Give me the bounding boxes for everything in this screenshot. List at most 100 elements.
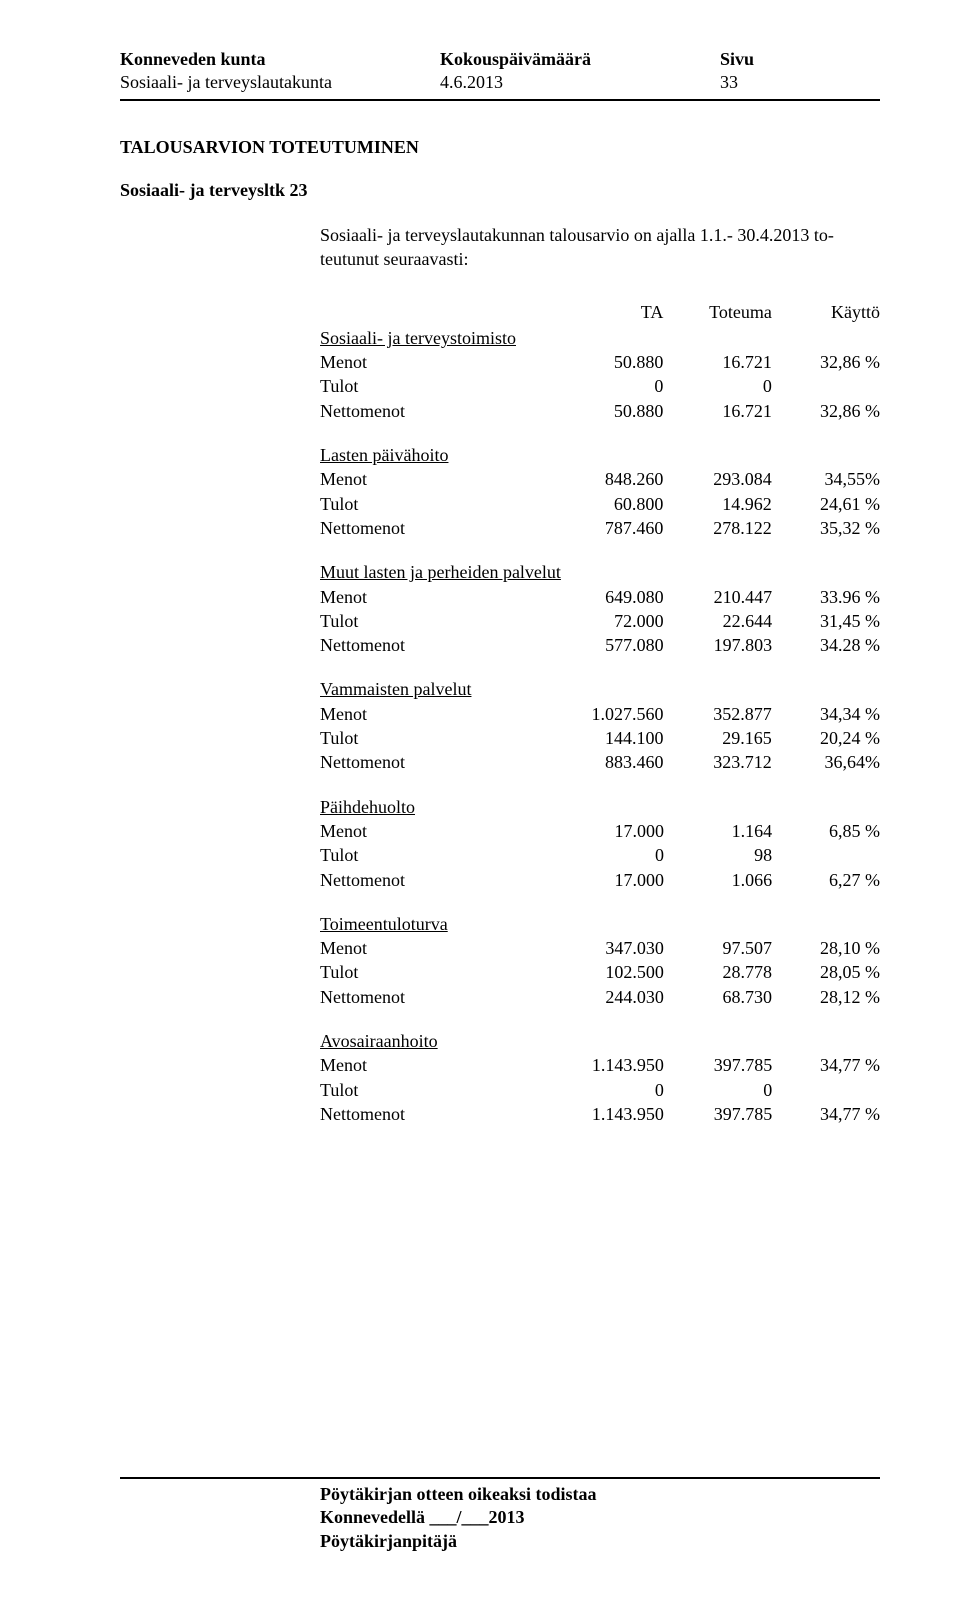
cell: 397.785: [664, 1053, 772, 1077]
cell: 34,34 %: [772, 702, 880, 726]
header-date-label: Kokouspäivämäärä: [440, 48, 720, 71]
cell: 16.721: [663, 350, 772, 374]
cell: 102.500: [546, 960, 664, 984]
header-rule: [120, 99, 880, 101]
cell: 278.122: [663, 516, 771, 540]
cell: 72.000: [546, 609, 664, 633]
row-label: Nettomenot: [320, 985, 546, 1009]
row-label: Nettomenot: [320, 1102, 545, 1126]
cell: 0: [663, 374, 772, 398]
row-label: Menot: [320, 350, 546, 374]
cell: 323.712: [664, 750, 772, 774]
header-board: Sosiaali- ja terveyslautakunta: [120, 71, 440, 94]
row-label: Tulot: [320, 1078, 545, 1102]
table-row: Tulot 0 0: [320, 1078, 880, 1102]
row-label: Menot: [320, 585, 546, 609]
footer-line-1: Pöytäkirjan otteen oikeaksi todistaa: [320, 1483, 880, 1506]
row-label: Nettomenot: [320, 750, 545, 774]
row-label: Tulot: [320, 843, 546, 867]
cell: 0: [546, 843, 664, 867]
col-header-kaytto: Käyttö: [772, 300, 880, 326]
page-footer: Pöytäkirjan otteen oikeaksi todistaa Kon…: [120, 1477, 880, 1553]
doc-subhead: Sosiaali- ja terveysltk 23: [120, 180, 880, 201]
cell: 0: [664, 1078, 772, 1102]
header-page-no: 33: [720, 71, 880, 94]
cell: 28,05 %: [772, 960, 880, 984]
cell: 6,85 %: [772, 819, 880, 843]
cell: 29.165: [664, 726, 772, 750]
cell: 397.785: [664, 1102, 772, 1126]
table-row: Menot 1.143.950 397.785 34,77 %: [320, 1053, 880, 1077]
section-title: Sosiaali- ja terveystoimisto: [320, 326, 880, 350]
row-label: Menot: [320, 936, 546, 960]
section-title: Lasten päivähoito: [320, 443, 880, 467]
row-label: Nettomenot: [320, 399, 546, 423]
section-lasten-paivahoito: Lasten päivähoito Menot 848.260 293.084 …: [320, 443, 880, 540]
table-row: Nettomenot 577.080 197.803 34.28 %: [320, 633, 880, 657]
cell: 50.880: [546, 399, 664, 423]
footer-line-3: Pöytäkirjanpitäjä: [320, 1530, 880, 1553]
cell: 35,32 %: [772, 516, 880, 540]
cell: 883.460: [545, 750, 663, 774]
row-label: Menot: [320, 702, 545, 726]
cell: 97.507: [664, 936, 772, 960]
cell: 0: [545, 1078, 663, 1102]
table-row: Menot 17.000 1.164 6,85 %: [320, 819, 880, 843]
cell: 6,27 %: [772, 868, 880, 892]
cell: 28.778: [664, 960, 772, 984]
cell: 28,12 %: [772, 985, 880, 1009]
table-row: Tulot 0 98: [320, 843, 880, 867]
cell: [772, 843, 880, 867]
cell: 24,61 %: [772, 492, 880, 516]
table-row: Tulot 0 0: [320, 374, 880, 398]
page-header: Konneveden kunta Kokouspäivämäärä Sivu S…: [120, 48, 880, 93]
cell: 60.800: [545, 492, 663, 516]
cell: 1.143.950: [545, 1053, 663, 1077]
table-row: Nettomenot 787.460 278.122 35,32 %: [320, 516, 880, 540]
cell: 33.96 %: [772, 585, 880, 609]
cell: [772, 374, 880, 398]
section-title: Muut lasten ja perheiden palvelut: [320, 560, 880, 584]
header-page-label: Sivu: [720, 48, 880, 71]
intro-text: Sosiaali- ja terveyslautakunnan talousar…: [320, 223, 880, 272]
cell: 16.721: [663, 399, 772, 423]
doc-title: TALOUSARVION TOTEUTUMINEN: [120, 137, 880, 158]
row-label: Tulot: [320, 374, 546, 398]
cell: 210.447: [664, 585, 772, 609]
row-label: Nettomenot: [320, 633, 546, 657]
section-sosiaali-terveystoimisto: TA Toteuma Käyttö Sosiaali- ja terveysto…: [320, 300, 880, 423]
section-paihdehuolto: Päihdehuolto Menot 17.000 1.164 6,85 % T…: [320, 795, 880, 892]
intro-line-1: Sosiaali- ja terveyslautakunnan talousar…: [320, 225, 834, 245]
table-row: Menot 848.260 293.084 34,55%: [320, 467, 880, 491]
section-title: Vammaisten palvelut: [320, 677, 880, 701]
cell: 197.803: [664, 633, 772, 657]
footer-line-2: Konnevedellä ___/___2013: [320, 1506, 880, 1529]
cell: 244.030: [546, 985, 664, 1009]
cell: 1.027.560: [545, 702, 663, 726]
header-org: Konneveden kunta: [120, 48, 440, 71]
cell: 14.962: [663, 492, 771, 516]
intro-line-2: teutunut seuraavasti:: [320, 249, 468, 269]
section-toimeentuloturva: Toimeentuloturva Menot 347.030 97.507 28…: [320, 912, 880, 1009]
cell: 577.080: [546, 633, 664, 657]
cell: 352.877: [664, 702, 772, 726]
cell: [772, 1078, 880, 1102]
table-row: Nettomenot 50.880 16.721 32,86 %: [320, 399, 880, 423]
cell: 787.460: [545, 516, 663, 540]
row-label: Menot: [320, 819, 546, 843]
table-row: Menot 50.880 16.721 32,86 %: [320, 350, 880, 374]
table-row: Tulot 60.800 14.962 24,61 %: [320, 492, 880, 516]
cell: 28,10 %: [772, 936, 880, 960]
row-label: Menot: [320, 1053, 545, 1077]
cell: 34,77 %: [772, 1053, 880, 1077]
row-label: Tulot: [320, 609, 546, 633]
cell: 50.880: [546, 350, 664, 374]
cell: 293.084: [663, 467, 771, 491]
row-label: Tulot: [320, 960, 546, 984]
cell: 68.730: [664, 985, 772, 1009]
row-label: Menot: [320, 467, 545, 491]
cell: 32,86 %: [772, 399, 880, 423]
cell: 1.143.950: [545, 1102, 663, 1126]
table-row: Tulot 102.500 28.778 28,05 %: [320, 960, 880, 984]
header-date: 4.6.2013: [440, 71, 720, 94]
